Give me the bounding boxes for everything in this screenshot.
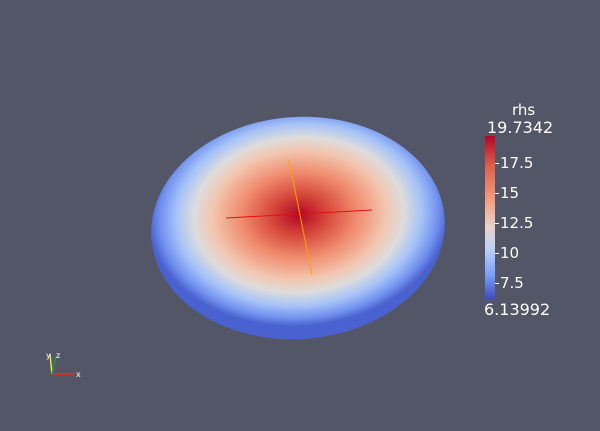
colorbar-tick-mark — [495, 222, 499, 224]
field-disc — [151, 116, 445, 340]
x-axis-line — [225, 209, 373, 219]
colorbar-tick-mark — [495, 252, 499, 254]
axis-x-label: x — [76, 370, 81, 379]
colorbar-tick-mark — [495, 282, 499, 284]
colorbar-title: rhs — [512, 101, 536, 119]
colorbar-min-label: 6.13992 — [484, 300, 551, 319]
colorbar — [485, 136, 495, 299]
colorbar-tick-label: 15 — [500, 183, 520, 202]
colorbar-tick-label: 10 — [500, 243, 520, 262]
colorbar-tick-mark — [495, 192, 499, 194]
colorbar-tick-label: 7.5 — [500, 273, 524, 292]
colorbar-tick-label: 17.5 — [500, 153, 534, 172]
colorbar-tick-label: 12.5 — [500, 213, 534, 232]
y-axis-line — [288, 159, 313, 276]
colorbar-tick-mark — [495, 162, 499, 164]
orientation-axes-icon: x y z — [46, 351, 81, 379]
axis-z-label: z — [56, 351, 60, 360]
colorbar-max-label: 19.7342 — [487, 118, 554, 137]
axis-y-label: y — [46, 351, 51, 360]
